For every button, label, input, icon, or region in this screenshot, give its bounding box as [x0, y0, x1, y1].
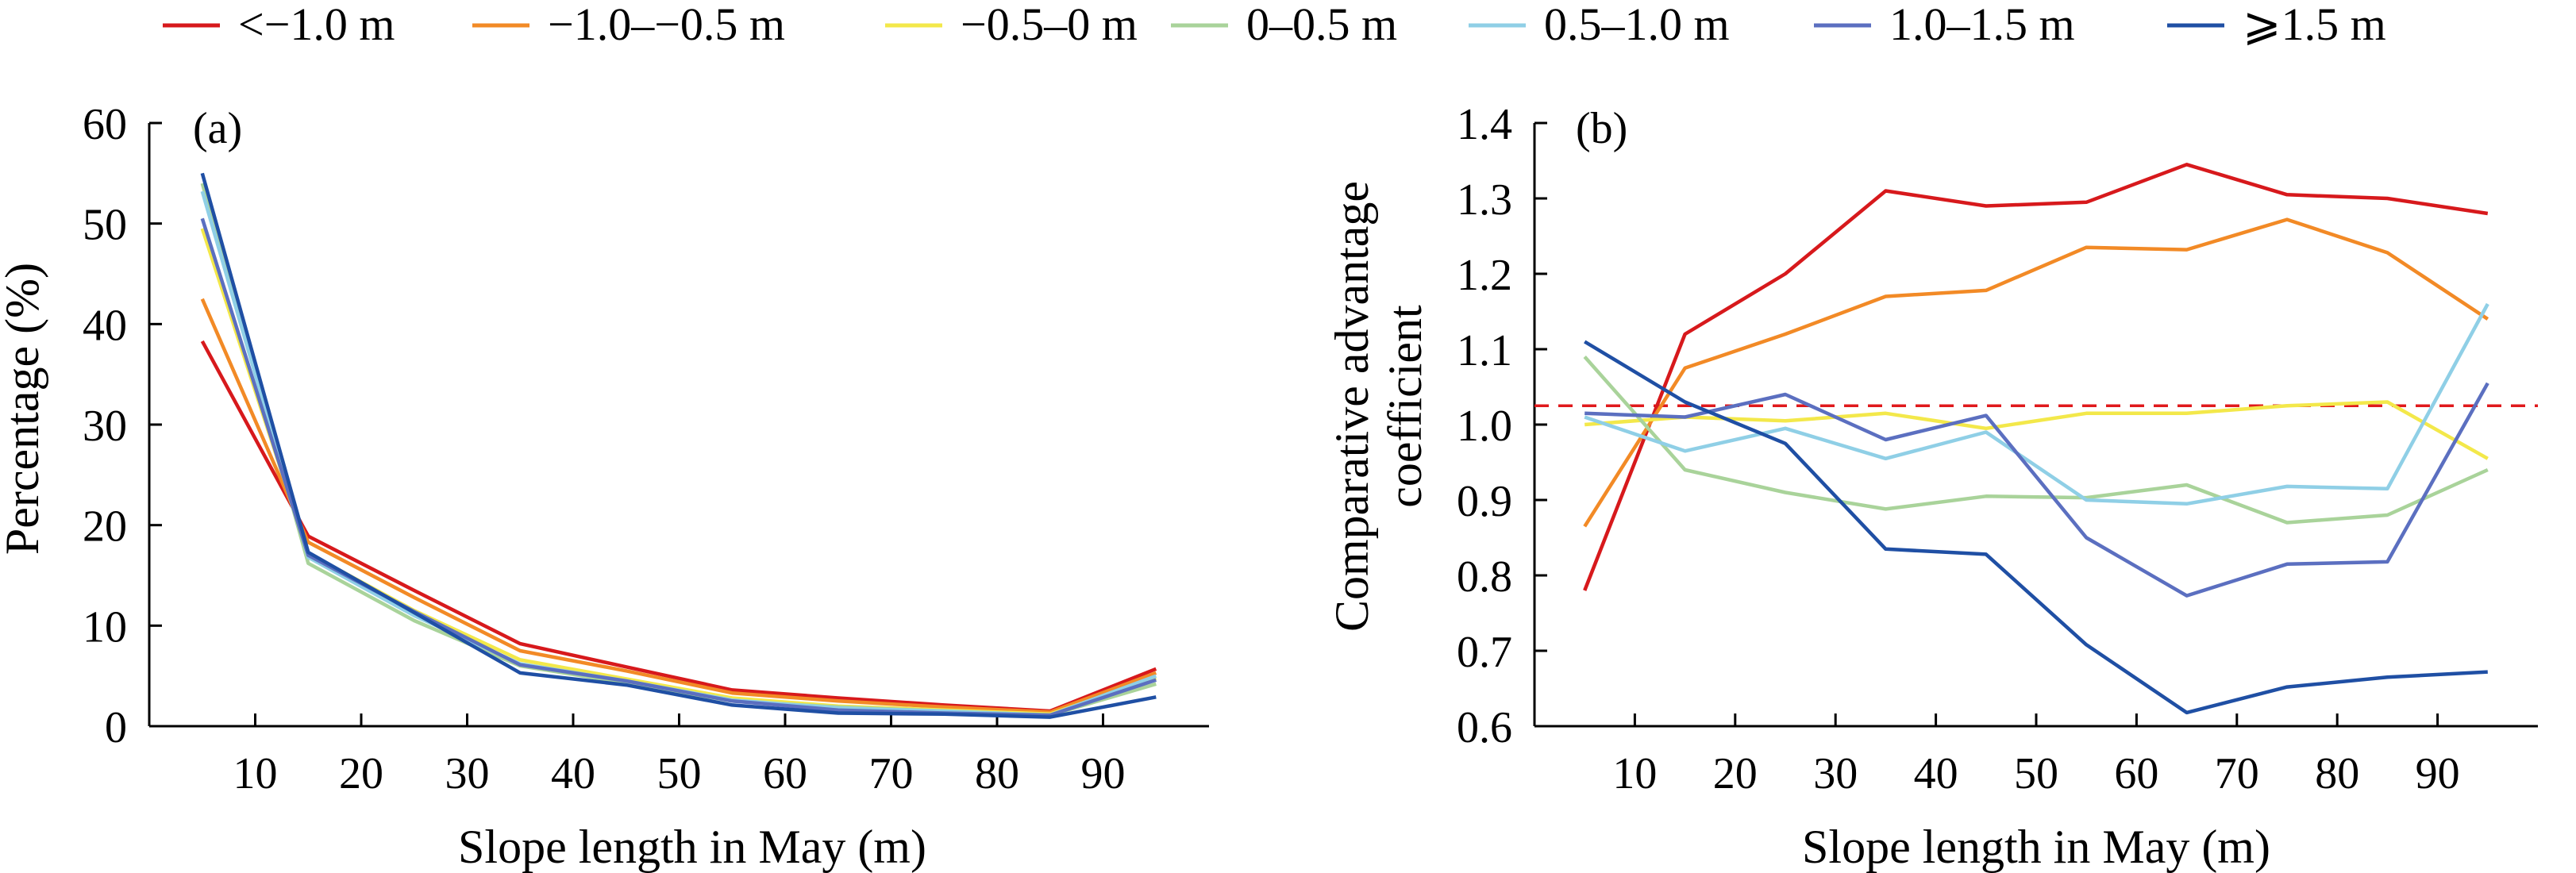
- legend-label-3: 0–0.5 m: [1246, 0, 1397, 50]
- panel-b-y-tick-label-6: 1.2: [1457, 251, 1512, 300]
- panel-b-y-axis-label-line-2: coefficient: [1379, 305, 1431, 508]
- panel-a-series-line-0: [200, 340, 1157, 713]
- panel-b-series-line-4: [1584, 302, 2489, 506]
- panel-b-y-tick-label-2: 0.8: [1457, 552, 1512, 602]
- panel-b-y-tick-label-7: 1.3: [1457, 175, 1512, 225]
- panel-b-x-tick-label-1: 20: [1713, 749, 1758, 798]
- panel-b-x-tick-label-2: 30: [1813, 749, 1858, 798]
- panel-b-label: (b): [1576, 104, 1627, 153]
- panel-b-y-tick-label-1: 0.7: [1457, 628, 1512, 677]
- panel-a-x-tick-label-8: 90: [1081, 749, 1126, 798]
- panel-a-y-tick-label-2: 20: [83, 502, 127, 552]
- legend-label-2: −0.5–0 m: [961, 0, 1138, 50]
- panel-b-x-tick-label-8: 90: [2416, 749, 2460, 798]
- panel-a-x-tick-label-6: 70: [869, 749, 914, 798]
- panel-a-x-tick-label-0: 10: [233, 749, 278, 798]
- panel-a-y-tick-label-1: 10: [83, 602, 127, 652]
- panel-b-series-line-3: [1583, 356, 2489, 525]
- panel-a-series-line-5: [200, 217, 1157, 717]
- panel-b-x-tick-label-7: 80: [2315, 749, 2359, 798]
- panel-a-x-tick-label-5: 60: [763, 749, 807, 798]
- legend-label-1: −1.0–−0.5 m: [548, 0, 785, 50]
- legend-label-4: 0.5–1.0 m: [1544, 0, 1730, 50]
- panel-a-x-tick-label-1: 20: [339, 749, 383, 798]
- legend-label-0: <−1.0 m: [238, 0, 395, 50]
- panel-b-x-tick-label-5: 60: [2114, 749, 2158, 798]
- legend: <−1.0 m −1.0–−0.5 m −0.5–0 m 0–0.5 m 0.5–1.0…: [163, 0, 2386, 50]
- panel-a-series-line-2: [200, 228, 1157, 717]
- panel-b-x-tick-label-6: 70: [2215, 749, 2259, 798]
- panel-b-series-line-5: [1584, 382, 2489, 598]
- panel-b-y-axis-label-line-1: Comparative advantage: [1326, 181, 1378, 632]
- panel-b-y-tick-label-4: 1.0: [1457, 402, 1512, 451]
- panel-b-y-tick-label-5: 1.1: [1457, 326, 1512, 375]
- panel-b-series-line-6: [1584, 340, 2488, 715]
- panel-b-series-line-1: [1583, 217, 2489, 528]
- panel-a-y-tick-label-4: 40: [83, 301, 127, 350]
- chart-panel-b: (b) Slope length in May (m) Comparative …: [1326, 100, 2538, 873]
- chart-panel-a: (a) Slope length in May (m) Percentage (…: [0, 100, 1209, 873]
- panel-a-y-tick-label-0: 0: [105, 703, 127, 752]
- panel-a-y-axis-label: Percentage (%): [0, 263, 48, 555]
- panel-a-y-tick-label-6: 60: [83, 100, 127, 149]
- legend-label-6: ⩾1.5 m: [2243, 0, 2386, 50]
- panel-a-series-line-6: [200, 172, 1157, 719]
- panel-b-y-tick-label-0: 0.6: [1457, 703, 1512, 752]
- legend-label-5: 1.0–1.5 m: [1889, 0, 2075, 50]
- panel-a-x-tick-label-4: 50: [657, 749, 702, 798]
- panel-a-x-tick-label-2: 30: [445, 749, 490, 798]
- panel-b-y-tick-label-8: 1.4: [1457, 100, 1512, 149]
- panel-a-series-line-4: [200, 190, 1157, 717]
- panel-a-x-tick-label-7: 80: [975, 749, 1019, 798]
- panel-b-x-tick-label-0: 10: [1612, 749, 1657, 798]
- panel-a-y-tick-label-5: 50: [83, 201, 127, 250]
- panel-a-label: (a): [193, 104, 242, 153]
- panel-b-series-line-2: [1584, 400, 2489, 460]
- panel-b-x-tick-label-4: 50: [2014, 749, 2058, 798]
- panel-a-x-axis-label: Slope length in May (m): [458, 821, 926, 873]
- panel-b-x-axis-label: Slope length in May (m): [1802, 821, 2270, 873]
- panel-b-series-line-0: [1583, 163, 2489, 591]
- panel-a-y-tick-label-3: 30: [83, 402, 127, 451]
- panel-a-series-line-1: [200, 298, 1157, 714]
- panel-b-x-tick-label-3: 40: [1914, 749, 1958, 798]
- panel-a-series-line-3: [200, 183, 1157, 717]
- panel-a-x-tick-label-3: 40: [551, 749, 595, 798]
- panel-b-y-tick-label-3: 0.9: [1457, 477, 1512, 526]
